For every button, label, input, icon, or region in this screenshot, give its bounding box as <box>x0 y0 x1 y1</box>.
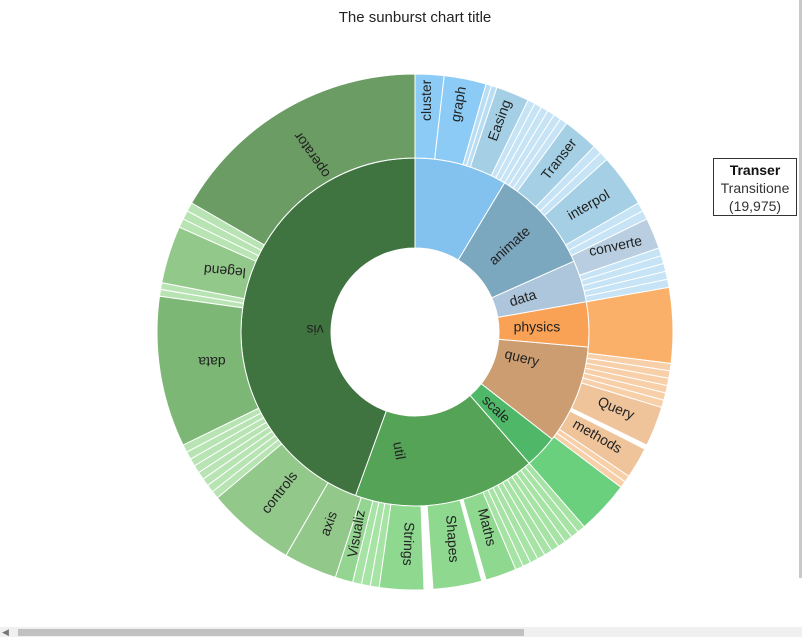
tooltip-value: (19,975) <box>728 198 782 214</box>
fine-segment-22[interactable] <box>580 377 665 409</box>
segment-graph-label: graph <box>447 85 469 123</box>
segment-util-label: util <box>390 440 409 460</box>
ring-level-3 <box>156 73 674 591</box>
tooltip-title: Transer <box>729 162 781 178</box>
segment-shapes-outer[interactable] <box>426 499 483 590</box>
scroll-left-arrow-icon[interactable]: ◀ <box>2 627 9 637</box>
tooltip: Transer Transitione (19,975) <box>713 158 797 216</box>
segment-physics-label: physics <box>514 318 561 334</box>
fine-segment-11[interactable] <box>567 210 648 257</box>
fine-segment-24[interactable] <box>553 432 626 488</box>
fine-segment-47[interactable] <box>159 282 245 304</box>
segment-data-label: data <box>198 354 225 370</box>
segment-axis-label: axis <box>317 509 341 538</box>
segment-operator-outer[interactable] <box>190 73 416 246</box>
segment-maths-outer[interactable] <box>462 491 517 581</box>
chart-title: The sunburst chart title <box>338 9 492 26</box>
fine-segment-9[interactable] <box>539 152 608 217</box>
fine-segment-45[interactable] <box>182 407 262 453</box>
fine-segment-16[interactable] <box>584 278 670 303</box>
segment-legend-label: legend <box>203 262 246 282</box>
segment-shapes-label: Shapes <box>443 514 462 562</box>
tooltip-name: Transitione <box>720 180 790 196</box>
fine-segment-7[interactable] <box>512 118 568 192</box>
fine-segment-50[interactable] <box>186 202 265 251</box>
segment-data-label: data <box>507 286 538 309</box>
fine-segment-1[interactable] <box>465 84 498 168</box>
horizontal-scrollbar[interactable]: ◀ <box>0 627 802 637</box>
horizontal-scrollbar-thumb[interactable] <box>18 629 524 636</box>
vertical-scrollbar[interactable] <box>799 0 802 578</box>
fine-segment-34[interactable] <box>482 489 524 571</box>
ring-fine-segments <box>158 83 672 589</box>
segment-query-outer[interactable] <box>570 382 663 446</box>
segment-strings-label: Strings <box>400 522 418 566</box>
segment-cluster-label: cluster <box>418 79 434 121</box>
segment-vis-label: vis <box>306 322 323 338</box>
fine-segment-37[interactable] <box>351 500 380 585</box>
